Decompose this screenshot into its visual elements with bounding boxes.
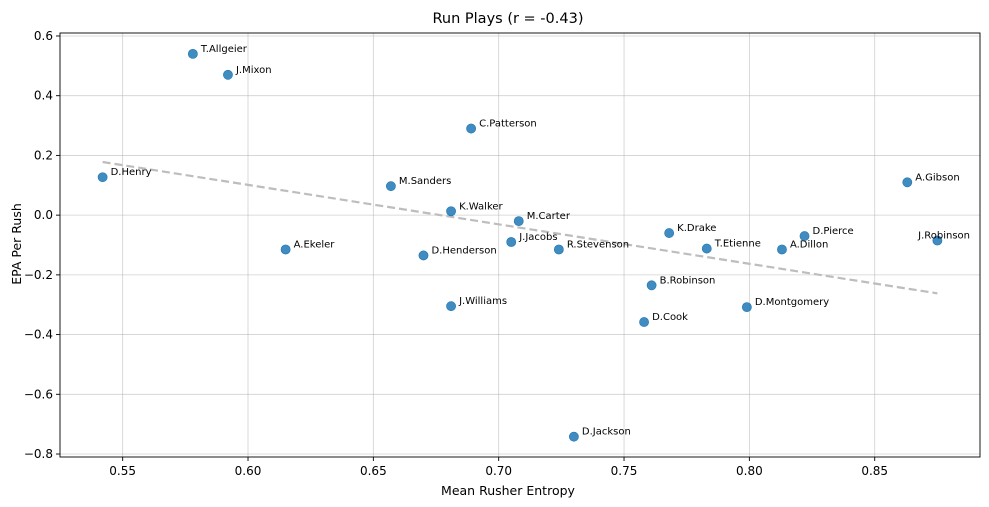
- point-label: A.Ekeler: [294, 239, 336, 250]
- x-axis-label: Mean Rusher Entropy: [441, 483, 575, 498]
- point-label: A.Dillon: [790, 239, 828, 250]
- data-point: [639, 317, 649, 327]
- y-tick-label: 0.6: [34, 29, 53, 43]
- data-point: [646, 280, 657, 291]
- point-label: R.Stevenson: [567, 239, 629, 250]
- x-tick-label: 0.60: [235, 464, 262, 478]
- point-label: D.Montgomery: [755, 297, 829, 308]
- y-tick-label: −0.8: [24, 447, 53, 461]
- point-label: D.Pierce: [813, 226, 854, 237]
- point-labels: T.Allgeier J.Mixon C.Patterson D.Henry M.San…: [111, 44, 970, 438]
- data-points: [97, 49, 943, 442]
- data-point: [777, 244, 787, 255]
- y-axis-label: EPA Per Rush: [9, 203, 24, 285]
- data-point: [506, 237, 517, 247]
- point-label: K.Drake: [677, 223, 716, 234]
- grid-lines: [60, 33, 980, 457]
- data-point: [446, 206, 456, 217]
- data-point: [187, 49, 198, 59]
- point-label: K.Walker: [459, 201, 503, 212]
- data-point: [553, 244, 564, 255]
- data-point: [280, 244, 291, 255]
- point-label: J.Jacobs: [518, 232, 557, 243]
- point-label: T.Etienne: [714, 239, 761, 250]
- y-tick-label: −0.4: [24, 328, 53, 342]
- data-point: [902, 177, 913, 188]
- y-tick-label: 0.0: [34, 208, 53, 222]
- data-point: [418, 250, 429, 261]
- y-tick-label: 0.2: [34, 148, 53, 162]
- point-label: J.Williams: [458, 296, 507, 307]
- x-tick-label: 0.75: [611, 464, 638, 478]
- data-point: [446, 301, 456, 312]
- data-point: [701, 243, 712, 254]
- y-tick-label: 0.4: [34, 89, 53, 103]
- x-tick-label: 0.70: [485, 464, 512, 478]
- x-tick-label: 0.80: [736, 464, 763, 478]
- y-axis-ticks: −0.8 −0.6 −0.4 −0.2 0.0 0.2 0.4 0.6: [24, 29, 60, 461]
- trend-line: [102, 160, 938, 295]
- y-tick-label: −0.6: [24, 387, 53, 401]
- data-point: [97, 172, 108, 183]
- point-label: D.Henry: [111, 167, 152, 178]
- point-label: J.Mixon: [235, 65, 272, 76]
- data-point: [741, 302, 752, 313]
- point-label: M.Carter: [527, 211, 571, 222]
- data-point: [513, 216, 524, 227]
- data-point: [664, 228, 675, 238]
- data-point: [385, 181, 396, 192]
- data-point: [466, 123, 477, 134]
- x-tick-label: 0.55: [109, 464, 136, 478]
- point-label: D.Cook: [652, 312, 688, 323]
- x-axis-ticks: 0.55 0.60 0.65 0.70 0.75 0.80 0.85: [109, 457, 888, 478]
- point-label: B.Robinson: [660, 275, 716, 286]
- chart-title: Run Plays (r = -0.43): [433, 11, 584, 27]
- x-tick-label: 0.85: [861, 464, 888, 478]
- x-tick-label: 0.65: [360, 464, 387, 478]
- data-point: [568, 431, 579, 442]
- data-point: [932, 235, 943, 246]
- point-label: C.Patterson: [479, 119, 537, 130]
- point-label: A.Gibson: [915, 172, 959, 183]
- y-tick-label: −0.2: [24, 268, 53, 282]
- plot-frame: [59, 32, 981, 458]
- point-label: T.Allgeier: [200, 44, 248, 55]
- data-point: [799, 231, 810, 241]
- point-label: J.Robinson: [917, 231, 970, 242]
- point-label: D.Henderson: [431, 245, 496, 256]
- data-point: [223, 69, 233, 80]
- point-label: D.Jackson: [582, 427, 631, 438]
- point-label: M.Sanders: [399, 176, 451, 187]
